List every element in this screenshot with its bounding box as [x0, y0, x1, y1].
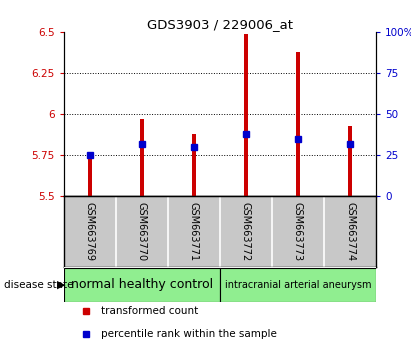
- Bar: [64, 268, 220, 302]
- Text: normal healthy control: normal healthy control: [71, 278, 213, 291]
- Text: GSM663769: GSM663769: [85, 202, 95, 261]
- Bar: [192, 134, 196, 196]
- Text: percentile rank within the sample: percentile rank within the sample: [101, 329, 277, 339]
- Text: GSM663774: GSM663774: [345, 202, 355, 261]
- Bar: [296, 52, 300, 196]
- Text: transformed count: transformed count: [101, 306, 199, 316]
- Text: GSM663773: GSM663773: [293, 202, 303, 261]
- Bar: [244, 34, 248, 196]
- Text: GSM663770: GSM663770: [137, 202, 147, 261]
- Bar: [140, 119, 144, 196]
- Text: ▶: ▶: [57, 280, 65, 290]
- Text: GSM663771: GSM663771: [189, 202, 199, 261]
- Title: GDS3903 / 229006_at: GDS3903 / 229006_at: [147, 18, 293, 31]
- Text: intracranial arterial aneurysm: intracranial arterial aneurysm: [225, 280, 371, 290]
- Text: disease state: disease state: [4, 280, 74, 290]
- Bar: [220, 268, 376, 302]
- Bar: [348, 126, 352, 196]
- Bar: [88, 155, 92, 196]
- Text: GSM663772: GSM663772: [241, 202, 251, 261]
